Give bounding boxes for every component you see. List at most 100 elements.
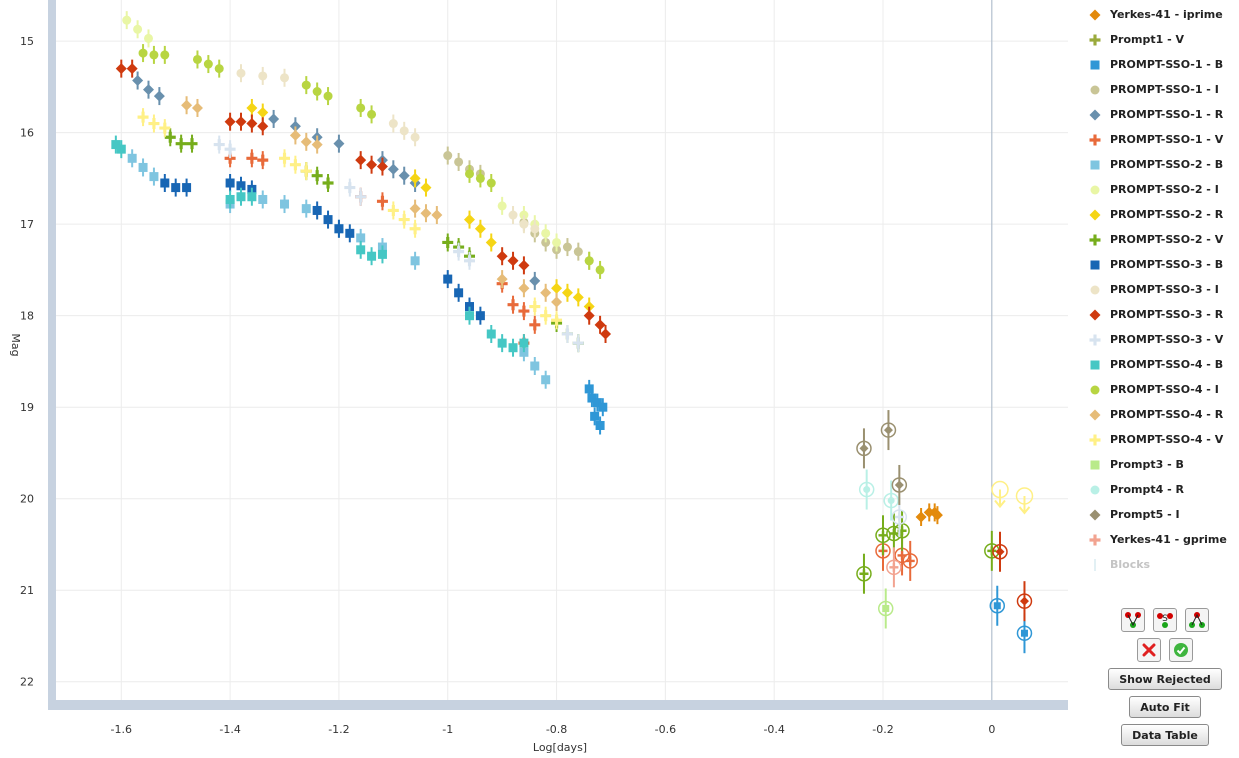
data-point — [454, 288, 464, 298]
legend-item[interactable]: Yerkes-41 - iprime — [1085, 2, 1235, 27]
legend-item[interactable]: PROMPT-SSO-2 - R — [1085, 202, 1235, 227]
legend: Yerkes-41 - iprime Prompt1 - V PROMPT-SSO-… — [1085, 2, 1235, 577]
legend-item[interactable]: PROMPT-SSO-2 - B — [1085, 152, 1235, 177]
show-rejected-button[interactable]: Show Rejected — [1108, 668, 1222, 690]
legend-item[interactable]: Yerkes-41 - gprime — [1085, 527, 1235, 552]
legend-marker — [1085, 82, 1105, 98]
data-point — [311, 139, 323, 151]
data-point — [225, 178, 235, 188]
data-point — [573, 247, 583, 257]
legend-symbol-square — [1090, 60, 1100, 69]
legend-item[interactable]: PROMPT-SSO-4 - V — [1085, 427, 1235, 452]
data-point — [171, 183, 181, 193]
legend-symbol-plus — [1089, 534, 1101, 545]
legend-item[interactable]: PROMPT-SSO-4 - B — [1085, 352, 1235, 377]
circled-point — [1019, 596, 1029, 606]
fit-up-icon[interactable] — [1185, 608, 1209, 632]
x-tick-label: -0.8 — [546, 723, 567, 736]
data-point — [496, 250, 508, 262]
data-point — [225, 194, 235, 204]
legend-item[interactable]: PROMPT-SSO-1 - R — [1085, 102, 1235, 127]
data-point — [280, 199, 290, 209]
accept-icon[interactable] — [1169, 638, 1193, 662]
legend-item[interactable]: PROMPT-SSO-3 - V — [1085, 327, 1235, 352]
circled-point-ring — [902, 553, 918, 569]
reject-icon[interactable] — [1137, 638, 1161, 662]
fit-down-icon[interactable] — [1121, 608, 1145, 632]
legend-symbol-circle — [1090, 285, 1100, 294]
fit-split-icon[interactable]: S — [1153, 608, 1177, 632]
data-point — [367, 109, 377, 119]
legend-item[interactable]: PROMPT-SSO-4 - R — [1085, 402, 1235, 427]
x-tick-label: -0.2 — [872, 723, 893, 736]
circled-point-ring — [992, 544, 1008, 560]
data-point — [182, 183, 192, 193]
data-point — [289, 159, 301, 171]
data-point — [465, 311, 475, 321]
circled-point — [897, 526, 907, 536]
circled-point — [897, 550, 907, 560]
data-point — [323, 215, 333, 225]
data-point — [377, 249, 387, 259]
legend-item[interactable]: Prompt1 - V — [1085, 27, 1235, 52]
legend-marker — [1085, 182, 1105, 198]
data-point — [116, 144, 126, 154]
x-tick-label: -0.4 — [763, 723, 784, 736]
legend-item[interactable]: PROMPT-SSO-3 - B — [1085, 252, 1235, 277]
legend-label: PROMPT-SSO-2 - V — [1110, 233, 1224, 246]
legend-marker — [1085, 332, 1105, 348]
legend-symbol-plus — [1089, 234, 1101, 245]
light-curve-chart[interactable]: -1.6 -1.4 -1.2 -1 -0.8 -0.6 -0.4 -0.2 0 15 16 17 18 1… — [0, 0, 1080, 758]
series-13 — [213, 135, 908, 537]
legend-item[interactable]: PROMPT-SSO-4 - I — [1085, 377, 1235, 402]
auto-fit-button[interactable]: Auto Fit — [1129, 696, 1201, 718]
data-point — [410, 256, 420, 266]
legend-item[interactable]: PROMPT-SSO-2 - I — [1085, 177, 1235, 202]
series-4 — [132, 71, 541, 290]
legend-item[interactable]: PROMPT-SSO-3 - I — [1085, 277, 1235, 302]
legend-item[interactable]: PROMPT-SSO-1 - B — [1085, 52, 1235, 77]
data-point — [475, 173, 485, 183]
legend-symbol-plus — [1089, 434, 1101, 445]
series-11 — [236, 64, 540, 238]
data-point — [587, 393, 597, 403]
legend-item[interactable]: PROMPT-SSO-3 - R — [1085, 302, 1235, 327]
data-point — [388, 119, 398, 129]
data-point — [376, 161, 388, 173]
legend-item[interactable]: PROMPT-SSO-2 - V — [1085, 227, 1235, 252]
svg-text:S: S — [1162, 614, 1168, 624]
legend-marker — [1085, 7, 1105, 23]
data-point — [181, 99, 193, 111]
legend-item[interactable]: PROMPT-SSO-1 - V — [1085, 127, 1235, 152]
series-15 — [138, 44, 605, 279]
data-point — [366, 159, 378, 171]
data-point — [530, 361, 540, 371]
legend-item-blocks[interactable]: Blocks — [1085, 552, 1235, 577]
data-point — [551, 296, 563, 308]
data-point — [592, 398, 602, 408]
data-point — [465, 302, 475, 312]
series-21 — [886, 547, 902, 588]
data-point — [137, 111, 149, 123]
data-point — [598, 402, 608, 412]
legend-item[interactable]: Prompt3 - B — [1085, 452, 1235, 477]
legend-item[interactable]: PROMPT-SSO-1 - I — [1085, 77, 1235, 102]
data-point — [333, 138, 345, 150]
data-point — [442, 236, 454, 248]
data-points[interactable] — [111, 11, 1034, 654]
legend-item[interactable]: Prompt4 - R — [1085, 477, 1235, 502]
data-point — [159, 122, 171, 134]
legend-marker — [1085, 432, 1105, 448]
legend-marker — [1085, 307, 1105, 323]
legend-marker — [1085, 107, 1105, 123]
upper-limit-arrow — [994, 489, 1006, 509]
data-point — [594, 319, 606, 331]
data-point — [529, 319, 541, 331]
y-tick-label: 15 — [20, 35, 34, 48]
data-point — [289, 129, 301, 141]
legend-item[interactable]: Prompt5 - I — [1085, 502, 1235, 527]
data-point — [584, 384, 594, 394]
legend-label: PROMPT-SSO-4 - I — [1110, 383, 1219, 396]
data-point — [497, 338, 507, 348]
data-table-button[interactable]: Data Table — [1121, 724, 1209, 746]
